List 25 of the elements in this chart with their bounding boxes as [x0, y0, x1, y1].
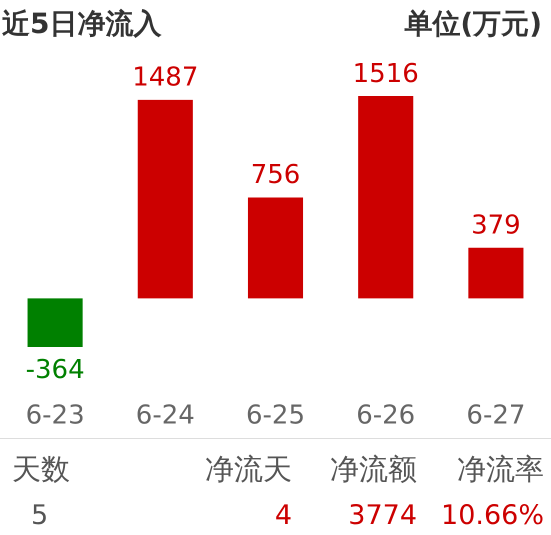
text: 5	[31, 499, 48, 533]
data-label: 1487	[132, 62, 198, 93]
text: 净流额	[330, 451, 417, 487]
x-tick-label: 6-25	[246, 400, 306, 430]
x-tick-label: 6-24	[136, 400, 195, 430]
x-tick-label: 6-26	[356, 400, 416, 430]
chart-title: 近5日净流入	[2, 7, 162, 41]
text: 10.66%	[441, 499, 544, 533]
text: 净流率	[457, 451, 544, 487]
text: 4	[274, 499, 292, 533]
bar	[28, 298, 83, 347]
data-label: 379	[471, 210, 521, 241]
data-label: 1516	[352, 58, 419, 89]
bar	[468, 248, 524, 298]
chart-subtitle: 单位(万元)	[404, 7, 542, 41]
data-label: -364	[26, 354, 85, 385]
text: 净流天	[205, 451, 292, 487]
bar	[248, 197, 304, 298]
text: 天数	[12, 451, 70, 487]
bar	[358, 96, 414, 298]
x-tick-label: 6-23	[26, 400, 85, 430]
data-label: 756	[250, 160, 300, 190]
text: 3774	[348, 499, 417, 533]
bar	[138, 100, 193, 298]
x-tick-label: 6-27	[466, 400, 526, 430]
